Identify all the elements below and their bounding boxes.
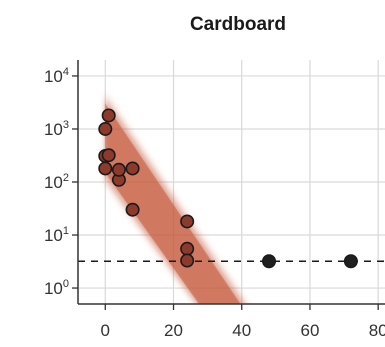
data-point-below-detection: [343, 254, 358, 269]
chart-title: Cardboard: [190, 14, 286, 35]
model-fit-band: [105, 92, 248, 304]
data-point: [125, 202, 140, 217]
y-tick-label: 101: [44, 225, 69, 245]
x-tick-label: 0: [101, 321, 110, 340]
data-point: [180, 214, 195, 229]
x-tick-label: 80: [369, 321, 385, 340]
x-tick-label: 40: [232, 321, 251, 340]
y-tick-label: 103: [44, 119, 69, 139]
data-point: [111, 162, 126, 177]
x-tick-label: 20: [164, 321, 183, 340]
data-point: [98, 161, 113, 176]
data-point: [98, 121, 113, 136]
x-tick-label: 60: [300, 321, 319, 340]
y-tick-label: 102: [44, 172, 69, 192]
x-axis: 0 20 40 60 80: [101, 304, 385, 340]
data-point: [101, 148, 116, 163]
y-tick-label: 100: [44, 278, 69, 298]
y-axis: 100 101 102 103 104: [44, 66, 78, 298]
data-point: [101, 108, 116, 123]
data-point-below-detection: [262, 254, 277, 269]
data-points: [98, 108, 358, 269]
data-point: [125, 161, 140, 176]
data-point: [180, 241, 195, 256]
y-tick-label: 104: [44, 66, 69, 86]
data-point: [180, 253, 195, 268]
